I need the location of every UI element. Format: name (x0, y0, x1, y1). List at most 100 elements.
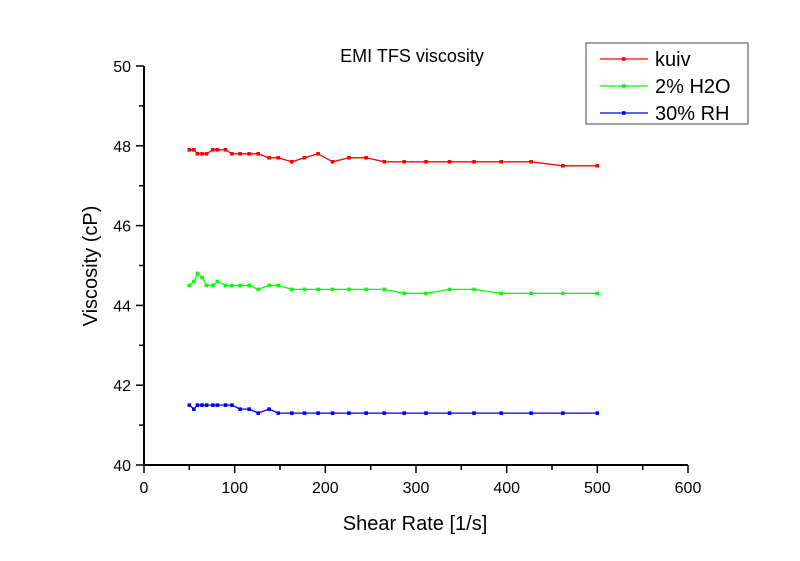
data-point (447, 411, 452, 415)
data-point (267, 155, 271, 160)
legend-label: 30% RH (655, 103, 729, 125)
x-tick-label: 200 (312, 480, 339, 497)
data-point (330, 287, 335, 292)
data-point (316, 151, 320, 156)
data-point (192, 279, 196, 284)
y-tick-label: 42 (113, 378, 131, 395)
data-point (276, 411, 280, 415)
data-point (302, 287, 307, 292)
data-point (364, 287, 368, 292)
data-point (230, 403, 234, 407)
data-point (402, 159, 407, 164)
data-point (472, 411, 476, 415)
data-point (302, 155, 307, 160)
data-point (402, 291, 407, 296)
y-tick-label: 40 (113, 458, 131, 475)
data-point (230, 283, 234, 288)
legend-label: kuiv (655, 49, 691, 71)
data-point (267, 283, 271, 288)
data-point (204, 403, 209, 407)
series-kuiv (187, 147, 600, 168)
legend-marker (622, 57, 626, 61)
data-point (330, 159, 335, 164)
data-point (347, 411, 351, 415)
data-point (276, 283, 280, 288)
data-point (215, 147, 220, 152)
data-point (316, 411, 320, 415)
data-point (595, 411, 600, 415)
data-point (424, 159, 428, 164)
data-point (238, 283, 242, 288)
data-point (230, 151, 234, 156)
x-axis-title: Shear Rate [1/s] (343, 513, 488, 535)
data-point (211, 403, 215, 407)
data-point (204, 151, 209, 156)
x-tick-label: 500 (584, 480, 611, 497)
data-point (195, 151, 200, 156)
data-point (211, 283, 215, 288)
data-point (195, 403, 200, 407)
data-point (499, 291, 504, 296)
data-point (247, 283, 251, 288)
data-point (215, 403, 220, 407)
data-point (289, 159, 294, 164)
chart-title: EMI TFS viscosity (340, 46, 484, 66)
data-point (561, 291, 565, 296)
x-tick-label: 100 (221, 480, 248, 497)
data-point (347, 155, 351, 160)
data-point (276, 155, 280, 160)
data-point (424, 411, 428, 415)
data-point (316, 287, 320, 292)
x-tick-label: 0 (140, 480, 149, 497)
data-point (247, 151, 251, 156)
y-axis-title: Viscosity (cP) (80, 206, 102, 327)
data-point (211, 147, 215, 152)
series-30-rh (187, 403, 600, 415)
data-point (247, 407, 251, 411)
data-point (595, 163, 600, 168)
data-point (561, 163, 565, 168)
y-tick-label: 50 (113, 59, 131, 76)
x-tick-label: 300 (403, 480, 430, 497)
legend-box (585, 42, 749, 125)
series-layer (187, 147, 600, 415)
y-tick-label: 48 (113, 139, 131, 156)
data-point (472, 159, 476, 164)
series-2-h2o (187, 271, 600, 296)
data-point (256, 411, 261, 415)
data-point (424, 291, 428, 296)
legend-label: 2% H2O (655, 76, 731, 98)
data-point (499, 159, 504, 164)
data-point (595, 291, 600, 296)
data-point (499, 411, 504, 415)
data-point (267, 407, 271, 411)
legend-marker (622, 84, 626, 88)
data-point (200, 151, 204, 156)
data-point (187, 147, 192, 152)
axes: 0 100 200 300 400 500 600 40 42 44 46 48 50 (113, 59, 701, 497)
data-point (192, 147, 196, 152)
data-point (256, 287, 261, 292)
data-point (472, 287, 476, 292)
data-point (289, 411, 294, 415)
data-point (529, 411, 533, 415)
data-point (187, 403, 192, 407)
data-point (187, 283, 192, 288)
data-point (223, 147, 228, 152)
data-point (200, 275, 204, 280)
data-point (238, 151, 242, 156)
data-point (289, 287, 294, 292)
legend: kuiv 2% H2O 30% RH (585, 42, 749, 125)
data-point (223, 403, 228, 407)
data-point (529, 291, 533, 296)
data-point (200, 403, 204, 407)
legend-marker (622, 111, 626, 115)
data-point (302, 411, 307, 415)
data-point (382, 159, 387, 164)
data-point (238, 407, 242, 411)
data-point (204, 283, 209, 288)
y-tick-label: 46 (113, 219, 131, 236)
data-point (223, 283, 228, 288)
y-tick-label: 44 (113, 298, 131, 315)
